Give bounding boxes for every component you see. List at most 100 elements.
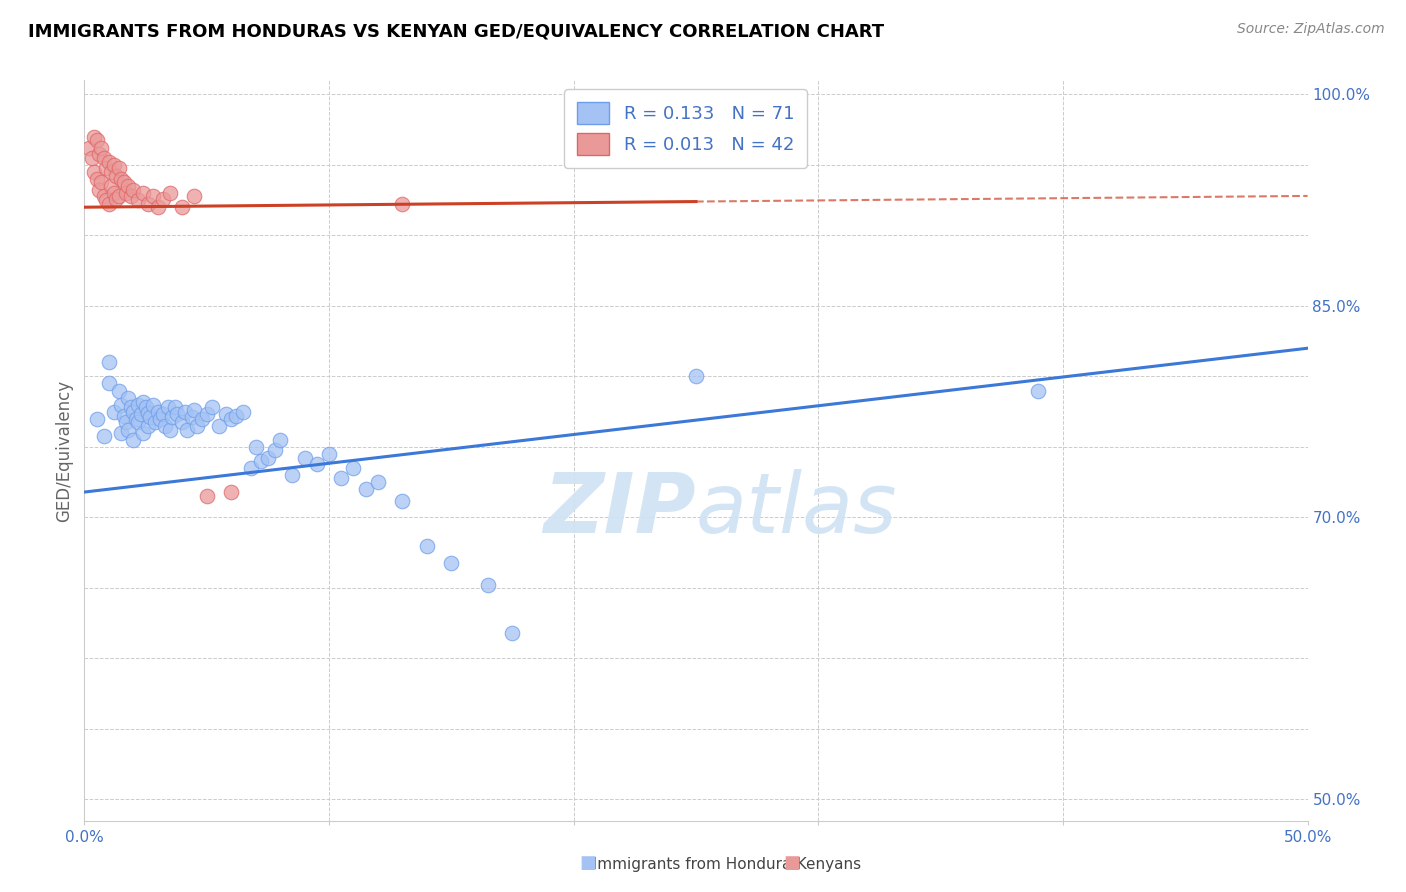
Point [107, 161, 129, 175]
Point [367, 475, 389, 490]
Point [77, 141, 100, 155]
Point [159, 423, 181, 437]
Point [107, 189, 129, 203]
Point [136, 197, 159, 211]
Point [112, 409, 135, 423]
Point [146, 405, 169, 419]
Point [176, 423, 198, 437]
Point [83, 165, 105, 179]
Point [100, 179, 122, 194]
Point [191, 411, 214, 425]
Point [107, 384, 129, 398]
Point [105, 169, 128, 184]
Point [153, 418, 176, 433]
Point [97, 376, 120, 391]
Point [391, 493, 413, 508]
Point [105, 192, 128, 206]
Point [115, 415, 138, 429]
Point [139, 410, 162, 425]
Point [132, 186, 155, 200]
Point [132, 425, 155, 440]
Point [136, 406, 159, 420]
Point [200, 401, 222, 415]
Point [103, 186, 125, 200]
Point [391, 197, 413, 211]
Point [103, 158, 125, 172]
Point [264, 442, 287, 457]
Point [127, 398, 149, 412]
Point [149, 411, 172, 425]
Point [239, 461, 262, 475]
Point [186, 418, 208, 433]
Point [257, 451, 280, 466]
Point [122, 183, 145, 197]
Point [440, 556, 463, 570]
Point [93, 428, 115, 442]
Text: Immigrants from Honduras: Immigrants from Honduras [583, 857, 800, 872]
Point [143, 415, 166, 429]
Point [120, 401, 142, 415]
Text: IMMIGRANTS FROM HONDURAS VS KENYAN GED/EQUIVALENCY CORRELATION CHART: IMMIGRANTS FROM HONDURAS VS KENYAN GED/E… [28, 22, 884, 40]
Point [115, 186, 138, 200]
Point [305, 457, 328, 471]
Point [127, 193, 149, 207]
Point [318, 447, 340, 461]
Point [127, 415, 149, 429]
Point [117, 423, 139, 437]
Point [132, 394, 155, 409]
Point [195, 489, 218, 503]
Point [97, 197, 120, 211]
Point [97, 155, 120, 169]
Point [502, 626, 524, 640]
Point [215, 408, 238, 422]
Point [90, 175, 112, 189]
Point [122, 433, 145, 447]
Point [110, 398, 132, 412]
Point [245, 440, 267, 454]
Text: ■: ■ [579, 855, 596, 872]
Point [90, 141, 112, 155]
Text: ZIP: ZIP [543, 469, 696, 550]
Point [219, 411, 242, 425]
Text: ■: ■ [783, 855, 800, 872]
Point [181, 410, 204, 425]
Point [416, 539, 439, 553]
Point [183, 189, 205, 203]
Point [83, 129, 105, 144]
Point [110, 425, 132, 440]
Point [225, 409, 247, 423]
Point [294, 451, 316, 466]
Point [120, 189, 142, 203]
Point [1028, 384, 1050, 398]
Point [159, 186, 181, 200]
Point [142, 189, 165, 203]
Point [100, 165, 122, 179]
Point [86, 172, 108, 186]
Point [135, 401, 157, 415]
Text: Source: ZipAtlas.com: Source: ZipAtlas.com [1237, 22, 1385, 37]
Point [195, 408, 218, 422]
Point [269, 433, 291, 447]
Point [93, 151, 115, 165]
Point [354, 482, 377, 496]
Point [117, 179, 139, 194]
Point [122, 405, 145, 419]
Point [96, 161, 118, 175]
Point [162, 410, 184, 425]
Point [86, 132, 108, 146]
Legend: R = 0.133   N = 71, R = 0.013   N = 42: R = 0.133 N = 71, R = 0.013 N = 42 [564, 89, 807, 168]
Point [129, 408, 152, 422]
Point [183, 403, 205, 417]
Point [173, 405, 195, 419]
Point [142, 398, 165, 412]
Point [87, 183, 110, 197]
Point [172, 415, 194, 429]
Point [87, 146, 110, 161]
Point [93, 189, 115, 203]
Point [136, 418, 159, 433]
Point [117, 391, 139, 405]
Point [125, 411, 148, 425]
Point [232, 405, 254, 419]
Point [330, 471, 353, 485]
Point [342, 461, 364, 475]
